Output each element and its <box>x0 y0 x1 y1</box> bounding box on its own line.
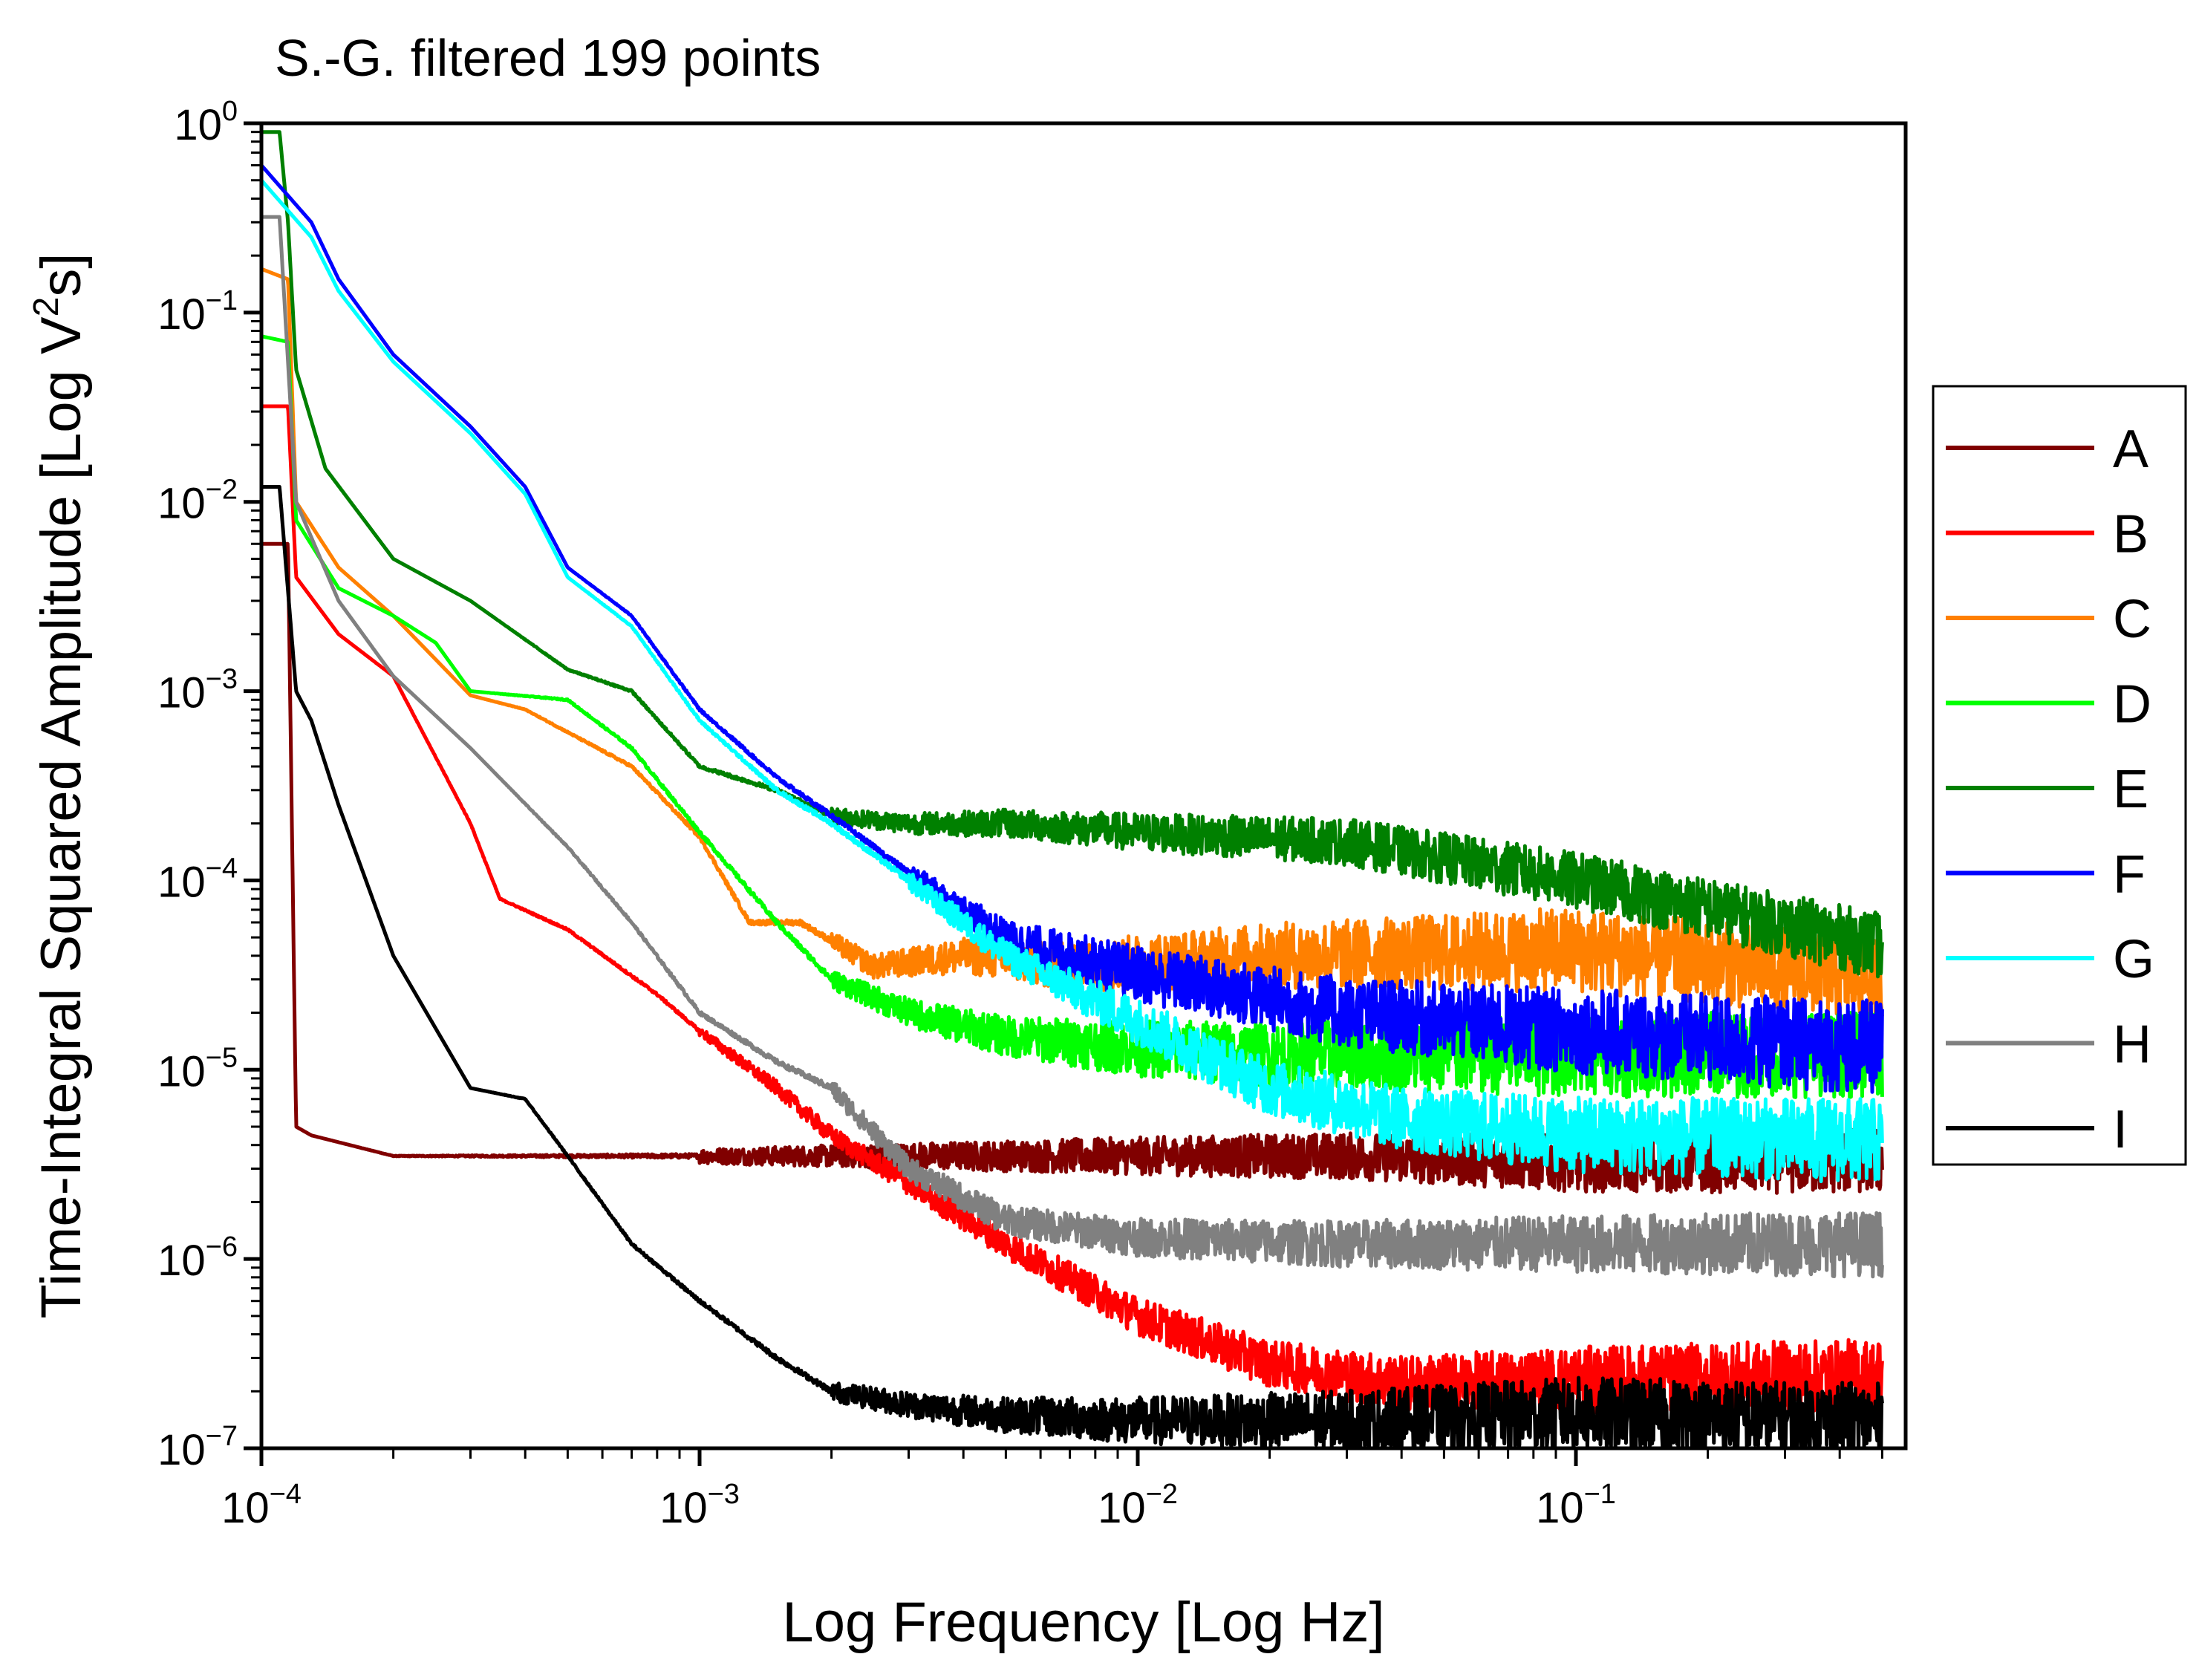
series-line-a <box>261 541 1884 1195</box>
series-line-f <box>261 163 1884 1094</box>
y-axis-title-sup: 2 <box>27 297 66 317</box>
legend-label-a: A <box>2113 420 2148 479</box>
chart-title: S.-G. filtered 199 points <box>275 29 821 87</box>
series-group <box>261 130 1884 1448</box>
x-tick-label: 10−3 <box>659 1479 740 1532</box>
series-line-b <box>261 404 1884 1416</box>
y-axis-title-main: Time-Integral Squared Amplitude [Log V <box>30 316 93 1318</box>
y-tick-label: 10−5 <box>157 1042 238 1095</box>
legend-label-g: G <box>2113 930 2154 989</box>
y-tick-label: 10−2 <box>157 475 238 528</box>
y-axis-title: Time-Integral Squared Amplitude [Log V2s… <box>27 253 93 1319</box>
y-tick-label: 100 <box>174 96 238 149</box>
x-axis-title: Log Frequency [Log Hz] <box>782 1591 1384 1654</box>
x-tick-label: 10−1 <box>1536 1479 1616 1532</box>
legend-label-c: C <box>2113 590 2151 649</box>
series-line-h <box>261 215 1884 1279</box>
legend-label-b: B <box>2113 505 2148 564</box>
y-tick-label: 10−6 <box>157 1231 238 1285</box>
series-line-g <box>261 179 1884 1184</box>
y-tick-label: 10−3 <box>157 664 238 717</box>
ticks-group: 10−4 10−3 10−2 10−1 100 10−1 10−2 10−3 10−4 10−5 1… <box>157 96 1883 1532</box>
legend-label-h: H <box>2113 1015 2151 1075</box>
legend-label-i: I <box>2113 1100 2128 1159</box>
y-tick-label: 10−7 <box>157 1421 238 1474</box>
legend-label-d: D <box>2113 675 2151 735</box>
series-line-i <box>261 485 1884 1448</box>
legend-label-e: E <box>2113 760 2148 819</box>
plot-frame <box>259 121 1908 1451</box>
legend-box <box>1932 385 2187 1166</box>
y-tick-label: 10−1 <box>157 285 238 339</box>
x-tick-label: 10−4 <box>221 1479 302 1532</box>
x-tick-label: 10−2 <box>1098 1479 1178 1532</box>
y-axis-title-end: s] <box>30 253 93 297</box>
y-tick-label: 10−4 <box>157 853 238 906</box>
legend-label-f: F <box>2113 845 2146 905</box>
series-line-e <box>261 130 1884 979</box>
